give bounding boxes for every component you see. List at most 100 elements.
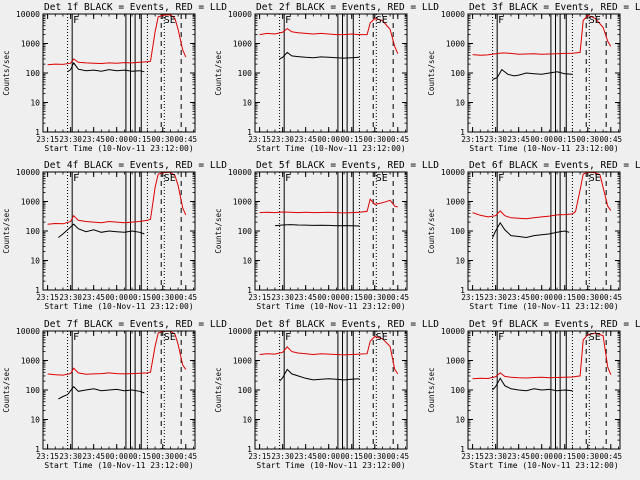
- y-tick-label: 1: [35, 445, 40, 454]
- y-tick-label: 1: [247, 445, 252, 454]
- y-tick-label: 10: [30, 257, 40, 266]
- plot-frame: [467, 171, 621, 291]
- series-events-line: [279, 368, 360, 382]
- series-group: [47, 172, 187, 238]
- x-tick-label: 00:30: [151, 135, 174, 144]
- y-tick-label: 100: [451, 227, 466, 236]
- x-tick-label: 23:15: [36, 452, 59, 461]
- x-tick-label: 23:45: [82, 293, 105, 302]
- series-events-line: [67, 61, 145, 73]
- x-tick-label: 23:15: [248, 135, 271, 144]
- y-axis-label: Counts/sec: [427, 50, 436, 95]
- x-axis-label: Start Time (10-Nov-11 23:12:00): [469, 461, 618, 470]
- x-tick-label: 23:15: [461, 452, 484, 461]
- marker-letter: SE: [164, 15, 176, 26]
- marker-letter: F: [285, 15, 291, 26]
- y-tick-label: 10: [242, 416, 252, 425]
- y-tick-label: 10: [242, 257, 252, 266]
- y-axis-label: Counts/sec: [427, 367, 436, 412]
- chart-title: Det 8f BLACK = Events, RED = LLD: [256, 319, 439, 330]
- x-tick-label: 23:30: [271, 293, 294, 302]
- y-axis-label: Counts/sec: [2, 50, 11, 95]
- y-tick-label: 10000: [228, 327, 252, 336]
- marker-letter: F: [498, 332, 504, 343]
- y-tick-label: 10: [30, 416, 40, 425]
- x-axis-label: Start Time (10-Nov-11 23:12:00): [44, 461, 193, 470]
- x-axis-label: Start Time (10-Nov-11 23:12:00): [256, 302, 405, 311]
- series-events-line: [492, 68, 573, 80]
- y-tick-label: 1000: [233, 198, 252, 207]
- chart-panel-7: Det 7f BLACK = Events, RED = LLD Counts/s…: [2, 319, 227, 470]
- series-lld-line: [47, 14, 187, 66]
- x-axis-label: Start Time (10-Nov-11 23:12:00): [469, 302, 618, 311]
- y-tick-label: 10: [30, 99, 40, 108]
- x-axis-label: Start Time (10-Nov-11 23:12:00): [44, 144, 193, 153]
- x-tick-label: 00:30: [363, 452, 386, 461]
- x-tick-label: 23:15: [36, 135, 59, 144]
- plot-frame: [467, 13, 621, 133]
- chart-panel-1: Det 1f BLACK = Events, RED = LLD Counts/s…: [2, 2, 227, 153]
- y-tick-label: 1: [460, 445, 465, 454]
- series-group: [472, 332, 612, 392]
- marker-letter: F: [73, 332, 79, 343]
- x-tick-label: 00:00: [530, 452, 553, 461]
- x-tick-label: 00:15: [340, 293, 363, 302]
- series-lld-line: [472, 172, 612, 220]
- marker-letter: F: [498, 173, 504, 184]
- x-tick-label: 23:30: [59, 452, 82, 461]
- y-tick-label: 10000: [441, 168, 465, 177]
- y-tick-label: 10: [455, 99, 465, 108]
- chart-panel-9: Det 9f BLACK = Events, RED = LLD Counts/s…: [427, 319, 640, 470]
- y-tick-label: 100: [451, 386, 466, 395]
- series-group: [472, 172, 612, 239]
- y-axis-label: Counts/sec: [214, 208, 223, 253]
- x-tick-label: 00:00: [105, 293, 128, 302]
- x-tick-label: 00:45: [386, 135, 409, 144]
- x-tick-label: 00:45: [386, 293, 409, 302]
- y-tick-label: 100: [26, 227, 41, 236]
- x-tick-label: 00:45: [386, 452, 409, 461]
- y-axis-label: Counts/sec: [427, 208, 436, 253]
- series-lld-line: [259, 198, 398, 214]
- x-axis-label: Start Time (10-Nov-11 23:12:00): [44, 302, 193, 311]
- x-tick-label: 23:45: [507, 293, 530, 302]
- x-tick-label: 00:45: [599, 293, 622, 302]
- x-tick-label: 00:00: [105, 452, 128, 461]
- marker-letter: SE: [376, 15, 388, 26]
- series-events-line: [279, 51, 360, 60]
- x-tick-label: 00:30: [363, 135, 386, 144]
- x-axis-label: Start Time (10-Nov-11 23:12:00): [469, 144, 618, 153]
- y-tick-label: 1: [247, 286, 252, 295]
- y-tick-label: 100: [451, 69, 466, 78]
- x-tick-label: 23:15: [248, 293, 271, 302]
- x-tick-label: 00:15: [553, 452, 576, 461]
- x-tick-label: 23:30: [271, 452, 294, 461]
- chart-title: Det 9f BLACK = Events, RED = LLD: [469, 319, 640, 330]
- x-tick-label: 00:45: [599, 452, 622, 461]
- series-events-line: [58, 385, 145, 400]
- y-tick-label: 100: [26, 386, 41, 395]
- chart-panel-6: Det 6f BLACK = Events, RED = LLD Counts/s…: [427, 160, 640, 311]
- marker-letter: F: [73, 173, 79, 184]
- marker-letter: F: [285, 173, 291, 184]
- series-group: [259, 335, 399, 382]
- y-tick-label: 1000: [21, 198, 40, 207]
- marker-letter: SE: [164, 173, 176, 184]
- y-tick-label: 100: [26, 69, 41, 78]
- chart-title: Det 2f BLACK = Events, RED = LLD: [256, 2, 439, 13]
- x-tick-label: 23:30: [484, 293, 507, 302]
- chart-panel-3: Det 3f BLACK = Events, RED = LLD Counts/s…: [427, 2, 640, 153]
- y-tick-label: 10000: [16, 168, 40, 177]
- y-tick-label: 10000: [441, 327, 465, 336]
- x-tick-label: 23:45: [294, 452, 317, 461]
- x-tick-label: 00:45: [174, 452, 197, 461]
- series-group: [259, 198, 398, 227]
- x-tick-label: 00:45: [599, 135, 622, 144]
- plot-frame: [42, 13, 196, 133]
- chart-panel-4: Det 4f BLACK = Events, RED = LLD Counts/s…: [2, 160, 227, 311]
- y-tick-label: 10000: [16, 10, 40, 19]
- x-tick-label: 23:15: [36, 293, 59, 302]
- x-tick-label: 23:30: [484, 135, 507, 144]
- plot-frame: [254, 13, 408, 133]
- y-tick-label: 100: [238, 386, 253, 395]
